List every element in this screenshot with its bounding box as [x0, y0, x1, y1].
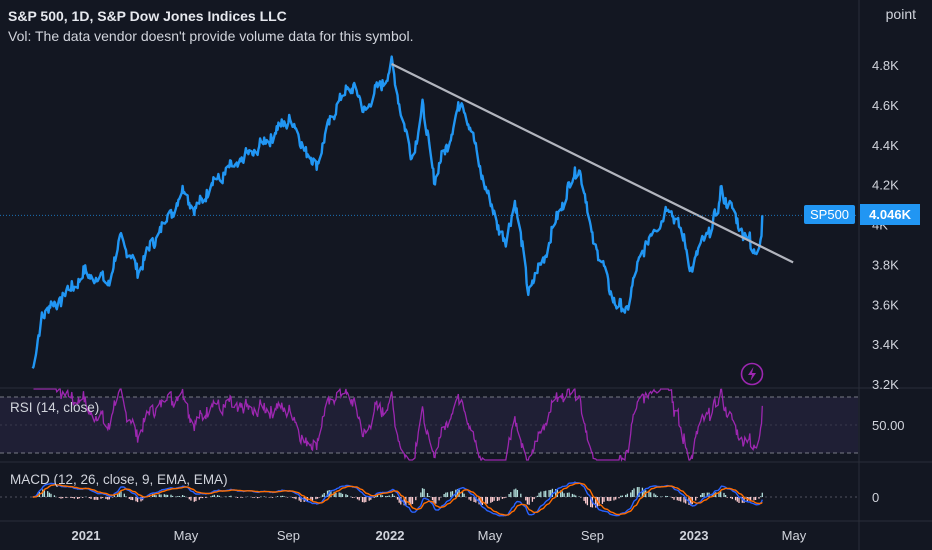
- time-axis-tick-label: Sep: [277, 528, 300, 543]
- macd-legend[interactable]: MACD (12, 26, close, 9, EMA, EMA): [10, 472, 228, 487]
- rsi-legend[interactable]: RSI (14, close): [10, 400, 100, 415]
- rsi-level-label: 50.00: [872, 418, 905, 433]
- time-axis-tick-label: May: [174, 528, 199, 543]
- macd-line: [32, 481, 763, 517]
- price-line: [31, 55, 764, 369]
- time-axis-tick-label: May: [478, 528, 503, 543]
- price-axis-tick-label: 3.6K: [872, 297, 899, 312]
- price-tag-value: 4.046K: [860, 204, 921, 225]
- time-axis-tick-label: Sep: [581, 528, 604, 543]
- macd-zero-label: 0: [872, 490, 879, 505]
- time-axis-tick-label: 2023: [680, 528, 709, 543]
- price-axis-tick-label: 4.4K: [872, 138, 899, 153]
- lightning-alert-icon[interactable]: [740, 362, 764, 386]
- symbol-title[interactable]: S&P 500, 1D, S&P Dow Jones Indices LLC: [8, 8, 287, 24]
- price-axis-tick-label: 4.8K: [872, 58, 899, 73]
- chart-header: S&P 500, 1D, S&P Dow Jones Indices LLC V…: [8, 6, 414, 46]
- price-axis-tick-label: 3.8K: [872, 257, 899, 272]
- price-axis-tick-label: 4.6K: [872, 98, 899, 113]
- rsi-band: [0, 397, 858, 453]
- macd-signal-line: [32, 482, 763, 516]
- price-axis-tick-label: 3.4K: [872, 337, 899, 352]
- time-axis-tick-label: 2022: [376, 528, 405, 543]
- rsi-pane[interactable]: [0, 387, 858, 462]
- rsi-line: [33, 387, 763, 462]
- volume-notice: Vol: The data vendor doesn't provide vol…: [8, 28, 414, 44]
- last-price-tag: SP500 4.046K: [804, 204, 921, 225]
- time-axis-tick-label: May: [782, 528, 807, 543]
- time-axis-tick-label: 2021: [72, 528, 101, 543]
- price-axis-tick-label: 3.2K: [872, 377, 899, 392]
- macd-pane[interactable]: [0, 481, 858, 517]
- price-tag-symbol: SP500: [804, 205, 856, 224]
- trend-line: [391, 63, 794, 264]
- price-axis-unit: point: [885, 6, 916, 22]
- price-pane[interactable]: [0, 55, 858, 369]
- price-axis-tick-label: 4.2K: [872, 178, 899, 193]
